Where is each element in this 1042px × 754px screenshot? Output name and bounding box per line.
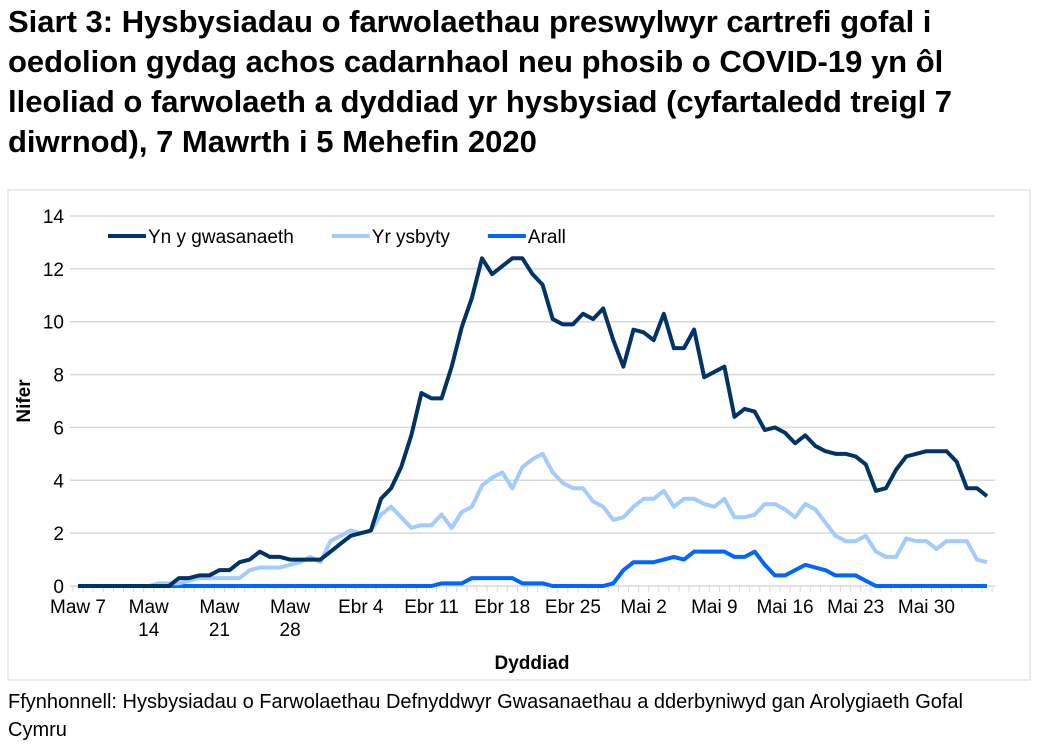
x-tick-label: Ebr 25	[545, 597, 601, 618]
y-tick-label: 4	[53, 471, 64, 492]
y-tick-label: 6	[53, 418, 64, 439]
x-tick-label: Ebr 4	[338, 597, 384, 618]
x-tick-label: Mai 23	[827, 597, 884, 618]
x-tick-label: Maw 14	[129, 597, 169, 641]
legend-label: Yr ysbyty	[372, 227, 451, 248]
x-tick-label: Maw 21	[199, 597, 239, 641]
source-note: Ffynhonnell: Hysbysiadau o Farwolaethau …	[8, 691, 963, 741]
y-axis-label: Nifer	[14, 379, 35, 423]
series-line	[78, 451, 988, 588]
y-tick-label: 14	[43, 207, 65, 228]
series-line	[78, 256, 989, 588]
legend-label: Yn y gwasanaeth	[148, 227, 294, 248]
chart-frame	[7, 189, 1031, 681]
x-tick-label: Mai 2	[620, 597, 666, 618]
y-tick-label: 0	[53, 577, 64, 598]
x-tick-label: Mai 16	[756, 597, 813, 618]
x-tick-label: Maw 7	[50, 597, 106, 618]
x-tick-label: Ebr 18	[474, 597, 530, 618]
chart-title: Siart 3: Hysbysiadau o farwolaethau pres…	[8, 4, 953, 159]
y-tick-label: 10	[43, 313, 64, 334]
legend-label: Arall	[528, 227, 566, 248]
x-axis-label: Dyddiad	[495, 653, 570, 674]
series-line	[78, 549, 987, 588]
x-tick-label: Maw 28	[270, 597, 310, 641]
x-tick-label: Ebr 11	[404, 597, 459, 618]
y-tick-label: 2	[53, 524, 64, 545]
y-tick-label: 12	[43, 260, 64, 281]
x-tick-label: Mai 30	[898, 597, 955, 618]
x-tick-label: Mai 9	[691, 597, 737, 618]
y-tick-label: 8	[53, 366, 64, 387]
